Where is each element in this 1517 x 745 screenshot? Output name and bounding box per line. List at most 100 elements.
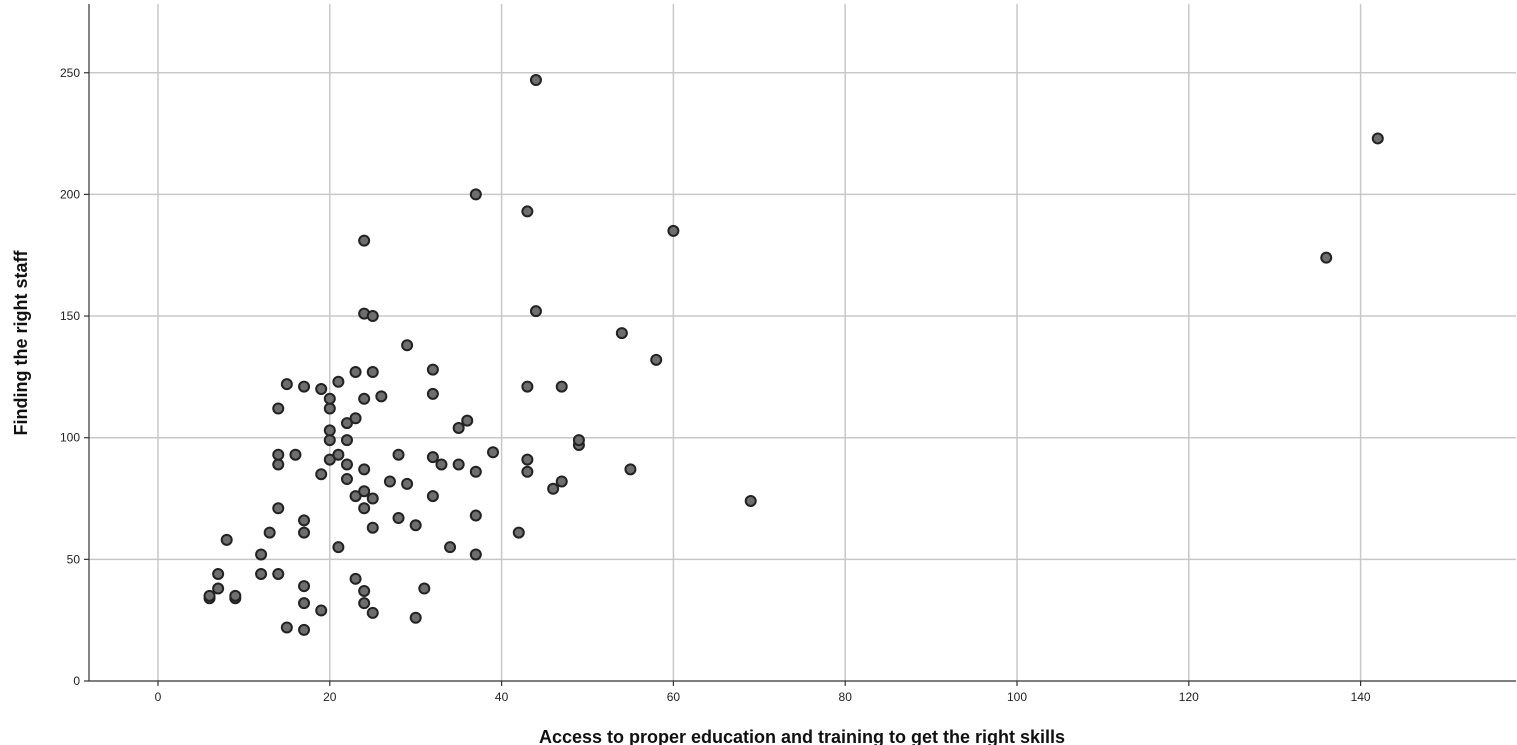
data-point: [298, 526, 311, 539]
data-point: [444, 541, 457, 554]
data-point: [272, 458, 285, 471]
data-point: [426, 363, 439, 376]
data-point: [650, 353, 663, 366]
data-point: [426, 387, 439, 400]
data-point: [547, 482, 560, 495]
data-point: [426, 451, 439, 464]
y-axis-title: Finding the right staff: [11, 250, 31, 436]
data-point: [203, 589, 216, 602]
data-point: [469, 548, 482, 561]
data-point: [349, 572, 362, 585]
data-point: [555, 475, 568, 488]
data-point: [340, 473, 353, 486]
data-point: [358, 463, 371, 476]
data-point: [744, 494, 757, 507]
data-point: [435, 458, 448, 471]
data-point: [529, 305, 542, 318]
data-point: [469, 509, 482, 522]
data-point: [512, 526, 525, 539]
data-point: [521, 465, 534, 478]
x-tick-label: 120: [1179, 690, 1199, 704]
x-tick-label: 40: [495, 690, 509, 704]
data-point: [1371, 132, 1384, 145]
data-point: [409, 519, 422, 532]
data-point: [624, 463, 637, 476]
x-tick-label: 20: [323, 690, 337, 704]
y-tick-label: 0: [73, 674, 80, 688]
data-point: [272, 448, 285, 461]
axes: [84, 4, 1516, 686]
data-point: [426, 490, 439, 503]
data-point: [280, 378, 293, 391]
data-point: [272, 502, 285, 515]
data-point: [255, 567, 268, 580]
data-point: [392, 448, 405, 461]
data-point: [667, 224, 680, 237]
data-point: [392, 511, 405, 524]
data-point: [487, 446, 500, 459]
data-point: [469, 465, 482, 478]
data-point: [349, 366, 362, 379]
data-point: [366, 366, 379, 379]
data-point: [469, 188, 482, 201]
data-point: [358, 502, 371, 515]
data-point: [298, 597, 311, 610]
data-point: [255, 548, 268, 561]
horizontal-gridlines: [89, 72, 1516, 561]
data-point: [572, 434, 585, 447]
data-point: [366, 606, 379, 619]
data-point: [315, 604, 328, 617]
data-point: [323, 392, 336, 405]
data-point: [409, 611, 422, 624]
data-point: [521, 453, 534, 466]
x-tick-label: 60: [667, 690, 681, 704]
data-point: [366, 310, 379, 323]
data-point: [298, 380, 311, 393]
data-point: [220, 533, 233, 546]
y-tick-label: 250: [60, 66, 80, 80]
data-point: [521, 380, 534, 393]
data-point: [366, 492, 379, 505]
data-point: [323, 453, 336, 466]
x-tick-label: 80: [839, 690, 853, 704]
data-point: [323, 434, 336, 447]
data-point: [358, 392, 371, 405]
data-point: [323, 402, 336, 415]
x-tick-labels: 0 20 40 60 80 100 120 140: [155, 690, 1371, 704]
data-point: [315, 468, 328, 481]
data-points: [203, 74, 1384, 636]
y-tick-label: 200: [60, 187, 80, 201]
x-tick-label: 100: [1007, 690, 1027, 704]
data-point: [452, 421, 465, 434]
data-point: [212, 582, 225, 595]
data-point: [1320, 251, 1333, 264]
y-tick-label: 150: [60, 309, 80, 323]
data-point: [401, 477, 414, 490]
data-point: [418, 582, 431, 595]
data-point: [349, 412, 362, 425]
data-point: [555, 380, 568, 393]
data-point: [401, 339, 414, 352]
data-point: [280, 621, 293, 634]
data-point: [358, 597, 371, 610]
data-point: [323, 424, 336, 437]
x-tick-label: 140: [1351, 690, 1371, 704]
data-point: [332, 541, 345, 554]
x-tick-label: 0: [155, 690, 162, 704]
x-axis-title: Access to proper education and training …: [539, 727, 1065, 745]
data-point: [358, 485, 371, 498]
data-point: [332, 375, 345, 388]
data-point: [358, 234, 371, 247]
data-point: [366, 521, 379, 534]
data-point: [332, 448, 345, 461]
data-point: [340, 434, 353, 447]
data-point: [272, 567, 285, 580]
y-tick-label: 50: [67, 552, 81, 566]
data-point: [212, 567, 225, 580]
data-point: [298, 514, 311, 527]
data-point: [529, 74, 542, 87]
data-point: [452, 458, 465, 471]
data-point: [375, 390, 388, 403]
data-point: [289, 448, 302, 461]
